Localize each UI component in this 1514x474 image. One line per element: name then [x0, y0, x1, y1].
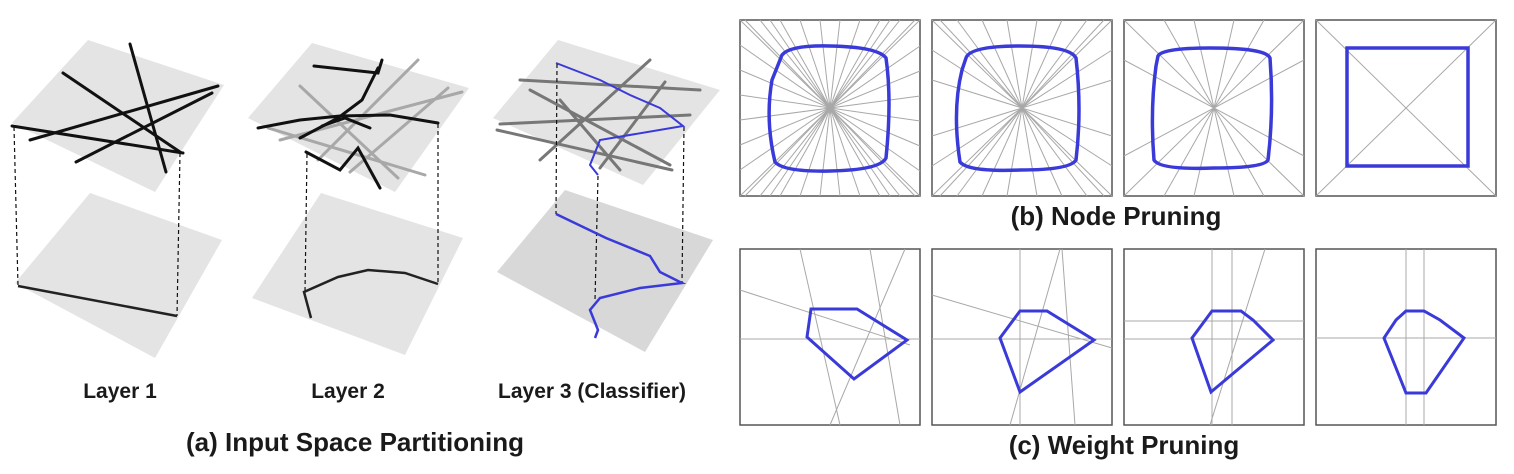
node-pruning-plot-1	[739, 19, 921, 197]
layer-3-lower-plane	[497, 190, 713, 352]
layer-3-classifier-boundary-lower	[555, 212, 687, 339]
layer-2-lower-plane	[252, 193, 463, 355]
layer-3-classifier-boundary-upper	[555, 62, 686, 176]
weight-pruning-boundary-1	[805, 307, 910, 381]
weight-pruning-plot-1	[739, 248, 921, 426]
caption-b: (b) Node Pruning	[1010, 201, 1222, 231]
layer-2-region-boundary	[302, 268, 439, 319]
layer-2-partition-lines-dark	[256, 58, 440, 190]
weight-pruning-boundary-3	[1190, 309, 1276, 395]
node-pruning-plot-2	[931, 19, 1113, 197]
node-pruning-boundary-3	[1150, 46, 1274, 171]
weight-pruning-plot-4	[1315, 248, 1497, 426]
layer-1-label: Layer 1	[83, 380, 157, 403]
weight-pruning-boundary-4	[1382, 309, 1467, 395]
layer-2-diagram	[248, 43, 469, 355]
layer-1-projection-lines	[13, 126, 181, 317]
node-pruning-plot-3	[1123, 19, 1305, 197]
layer-3-upper-plane	[493, 40, 720, 185]
panel-c-weight-pruning	[739, 248, 1497, 426]
node-pruning-boundary-4	[1345, 46, 1470, 168]
panel-b-node-pruning	[739, 19, 1497, 197]
layer-3-projection-lines	[555, 63, 685, 301]
weight-pruning-plot-2	[931, 248, 1113, 426]
layer-3-diagram	[493, 40, 720, 352]
layer-1-lower-plane	[15, 193, 222, 358]
layer-1-partition-lines	[10, 42, 220, 174]
weight-pruning-plot-3	[1123, 248, 1305, 426]
caption-c: (c) Weight Pruning	[1008, 430, 1240, 460]
layer-1-region-boundary	[17, 284, 178, 318]
layer-1-diagram	[10, 40, 224, 358]
layer-2-label: Layer 2	[311, 380, 385, 403]
layer-3-label: Layer 3 (Classifier)	[498, 380, 686, 403]
node-pruning-boundary-2	[954, 44, 1081, 173]
node-pruning-boundary-1	[767, 44, 891, 173]
layer-2-projection-lines	[304, 124, 439, 293]
weight-pruning-boundary-2	[998, 309, 1097, 395]
layer-3-partition-lines	[495, 58, 702, 172]
panel-a-input-space-partitioning	[10, 40, 720, 358]
node-pruning-plot-4	[1315, 19, 1497, 197]
caption-a: (a) Input Space Partitioning	[185, 427, 524, 457]
